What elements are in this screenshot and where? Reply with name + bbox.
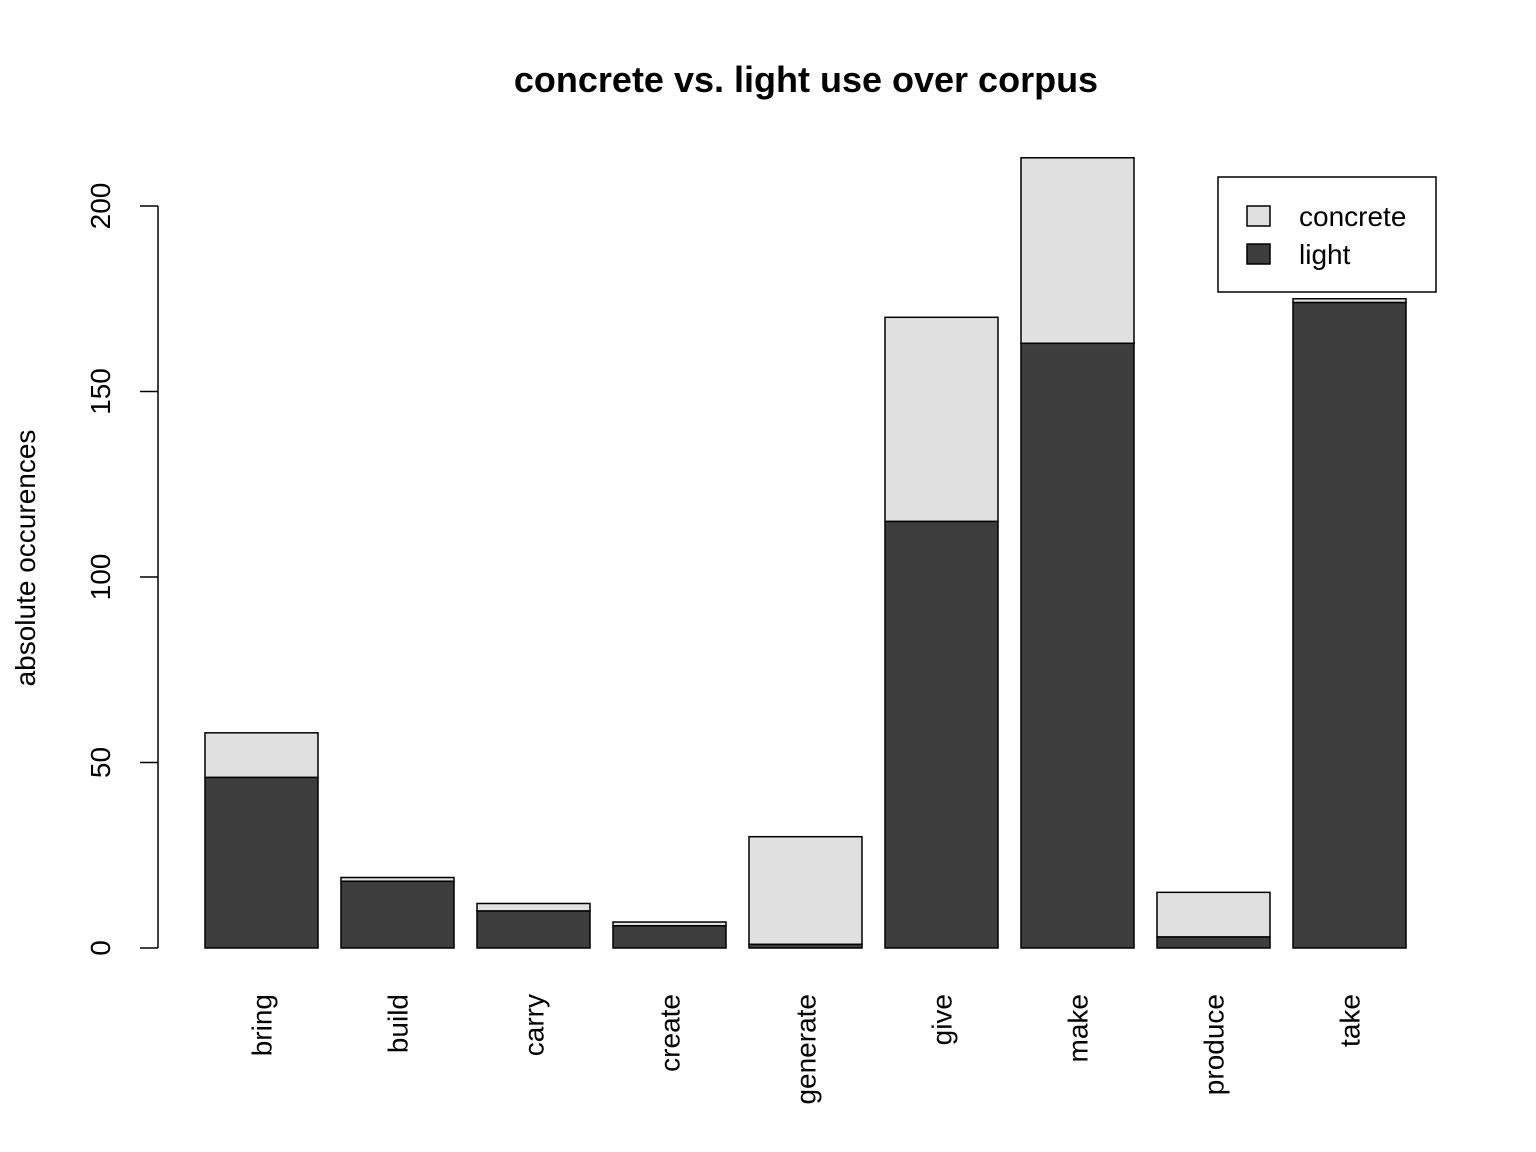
bar-carry-concrete	[477, 903, 590, 910]
x-tick-label: carry	[519, 994, 550, 1056]
legend: concrete light	[1218, 177, 1436, 292]
bar-build-light	[341, 881, 454, 948]
bar-build-concrete	[341, 878, 454, 882]
legend-label-light: light	[1299, 239, 1351, 270]
y-tick-label: 100	[85, 554, 116, 601]
y-tick-label: 200	[85, 183, 116, 230]
x-tick-label: produce	[1199, 994, 1230, 1095]
legend-box	[1218, 177, 1436, 292]
bar-create-concrete	[613, 922, 726, 926]
bar-take-light	[1293, 302, 1406, 948]
y-axis: 0 50 100 150 200	[85, 183, 158, 956]
x-axis-labels: bring build carry create generate give make pro…	[247, 994, 1366, 1105]
legend-swatch-concrete	[1247, 206, 1270, 226]
bar-give-concrete	[885, 317, 998, 521]
x-tick-label: bring	[247, 994, 278, 1056]
bar-produce-concrete	[1157, 892, 1270, 937]
bar-produce-light	[1157, 937, 1270, 948]
bar-generate-concrete	[749, 837, 862, 945]
x-tick-label: take	[1335, 994, 1366, 1047]
legend-swatch-light	[1247, 244, 1270, 264]
x-tick-label: give	[927, 994, 958, 1045]
bar-create-light	[613, 926, 726, 948]
chart-title: concrete vs. light use over corpus	[514, 59, 1098, 100]
y-tick-label: 50	[85, 747, 116, 778]
bar-take-concrete	[1293, 299, 1406, 303]
x-tick-label: generate	[791, 994, 822, 1105]
x-tick-label: create	[655, 994, 686, 1072]
bar-give-light	[885, 521, 998, 948]
x-tick-label: build	[383, 994, 414, 1053]
y-axis-label: absolute occurences	[10, 430, 41, 687]
legend-label-concrete: concrete	[1299, 201, 1406, 232]
y-tick-label: 150	[85, 368, 116, 415]
bar-bring-light	[205, 777, 318, 948]
bar-bring-concrete	[205, 733, 318, 778]
bar-make-concrete	[1021, 158, 1134, 344]
x-tick-label: make	[1063, 994, 1094, 1062]
y-tick-label: 0	[85, 940, 116, 956]
bar-carry-light	[477, 911, 590, 948]
bar-make-light	[1021, 343, 1134, 948]
